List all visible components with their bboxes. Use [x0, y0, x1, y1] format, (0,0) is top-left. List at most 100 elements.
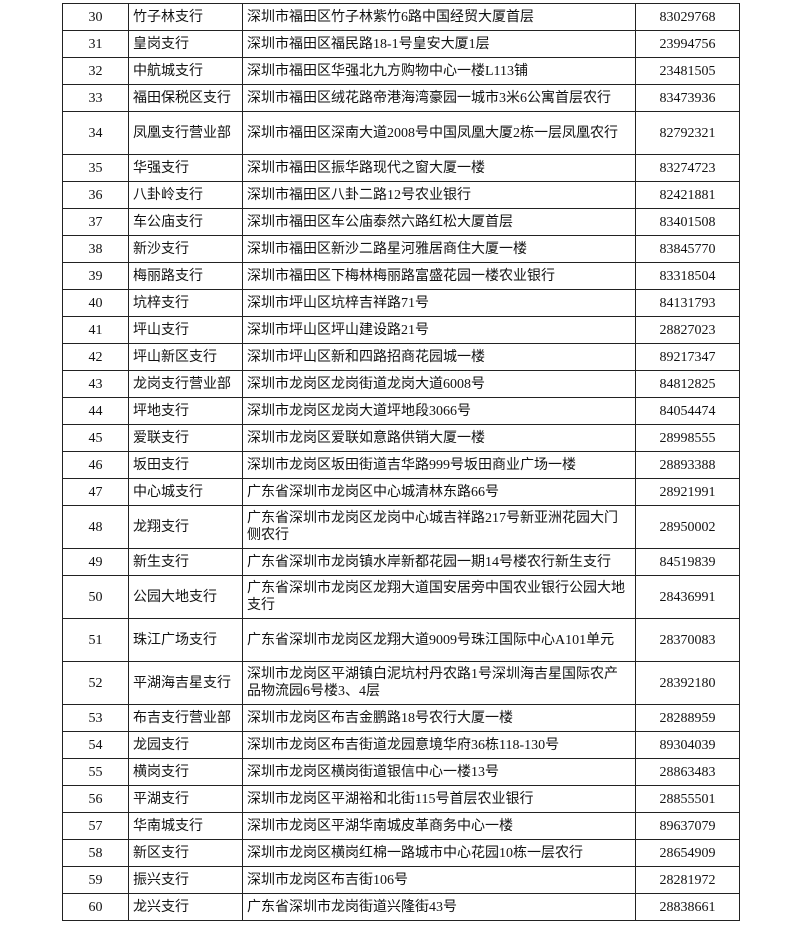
phone: 28288959 [635, 704, 740, 732]
address: 深圳市龙岗区横岗街道银信中心一楼13号 [242, 758, 636, 786]
branch-name: 坪山支行 [128, 316, 243, 344]
address: 深圳市龙岗区龙岗街道龙岗大道6008号 [242, 370, 636, 398]
phone: 28855501 [635, 785, 740, 813]
phone: 83318504 [635, 262, 740, 290]
row-number: 41 [62, 316, 129, 344]
row-number: 32 [62, 57, 129, 85]
address: 深圳市龙岗区平湖华南城皮革商务中心一楼 [242, 812, 636, 840]
row-number: 34 [62, 111, 129, 155]
address: 广东省深圳市龙岗区中心城清林东路66号 [242, 478, 636, 506]
branch-name: 坪山新区支行 [128, 343, 243, 371]
row-number: 51 [62, 618, 129, 662]
table-wrap: 30 竹子林支行 深圳市福田区竹子林紫竹6路中国经贸大厦首层 83029768 31 皇岗… [62, 3, 740, 921]
address: 深圳市龙岗区平湖镇白泥坑村丹农路1号深圳海吉星国际农产品物流园6号楼3、4层 [242, 661, 636, 705]
branch-name: 公园大地支行 [128, 575, 243, 619]
address: 深圳市福田区下梅林梅丽路富盛花园一楼农业银行 [242, 262, 636, 290]
branch-name: 新区支行 [128, 839, 243, 867]
branch-name: 华南城支行 [128, 812, 243, 840]
row-number: 50 [62, 575, 129, 619]
branch-name: 坑梓支行 [128, 289, 243, 317]
phone: 82792321 [635, 111, 740, 155]
branch-name: 龙翔支行 [128, 505, 243, 549]
row-number: 30 [62, 3, 129, 31]
branch-name: 平湖海吉星支行 [128, 661, 243, 705]
row-number: 38 [62, 235, 129, 263]
address: 深圳市福田区绒花路帝港海湾豪园一城市3米6公寓首层农行 [242, 84, 636, 112]
address: 深圳市龙岗区横岗红棉一路城市中心花园10栋一层农行 [242, 839, 636, 867]
row-number: 37 [62, 208, 129, 236]
row-number: 52 [62, 661, 129, 705]
table-row: 47 中心城支行 广东省深圳市龙岗区中心城清林东路66号 28921991 [62, 478, 740, 506]
branch-name: 新沙支行 [128, 235, 243, 263]
table-row: 34 凤凰支行营业部 深圳市福田区深南大道2008号中国凤凰大厦2栋一层凤凰农行 82… [62, 111, 740, 155]
branch-name: 新生支行 [128, 548, 243, 576]
row-number: 31 [62, 30, 129, 58]
row-number: 35 [62, 154, 129, 182]
branch-name: 爱联支行 [128, 424, 243, 452]
address: 深圳市福田区车公庙泰然六路红松大厦首层 [242, 208, 636, 236]
table-row: 58 新区支行 深圳市龙岗区横岗红棉一路城市中心花园10栋一层农行 28654909 [62, 839, 740, 867]
table-row: 30 竹子林支行 深圳市福田区竹子林紫竹6路中国经贸大厦首层 83029768 [62, 3, 740, 31]
row-number: 46 [62, 451, 129, 479]
phone: 89304039 [635, 731, 740, 759]
branch-name: 八卦岭支行 [128, 181, 243, 209]
table-row: 53 布吉支行营业部 深圳市龙岗区布吉金鹏路18号农行大厦一楼 28288959 [62, 704, 740, 732]
phone: 89217347 [635, 343, 740, 371]
phone: 83845770 [635, 235, 740, 263]
branch-name: 车公庙支行 [128, 208, 243, 236]
phone: 84519839 [635, 548, 740, 576]
table-row: 32 中航城支行 深圳市福田区华强北九方购物中心一楼L113铺 23481505 [62, 57, 740, 85]
branch-name: 布吉支行营业部 [128, 704, 243, 732]
table-row: 39 梅丽路支行 深圳市福田区下梅林梅丽路富盛花园一楼农业银行 83318504 [62, 262, 740, 290]
table-row: 37 车公庙支行 深圳市福田区车公庙泰然六路红松大厦首层 83401508 [62, 208, 740, 236]
branch-name: 福田保税区支行 [128, 84, 243, 112]
branch-name: 皇岗支行 [128, 30, 243, 58]
table-row: 40 坑梓支行 深圳市坪山区坑梓吉祥路71号 84131793 [62, 289, 740, 317]
phone: 89637079 [635, 812, 740, 840]
row-number: 48 [62, 505, 129, 549]
branch-name: 中心城支行 [128, 478, 243, 506]
table-row: 59 振兴支行 深圳市龙岗区布吉街106号 28281972 [62, 866, 740, 894]
branch-name: 平湖支行 [128, 785, 243, 813]
table-row: 50 公园大地支行 广东省深圳市龙岗区龙翔大道国安居旁中国农业银行公园大地支行 284… [62, 575, 740, 619]
address: 深圳市福田区新沙二路星河雅居商住大厦一楼 [242, 235, 636, 263]
table-row: 38 新沙支行 深圳市福田区新沙二路星河雅居商住大厦一楼 83845770 [62, 235, 740, 263]
table-row: 41 坪山支行 深圳市坪山区坪山建设路21号 28827023 [62, 316, 740, 344]
table-row: 44 坪地支行 深圳市龙岗区龙岗大道坪地段3066号 84054474 [62, 397, 740, 425]
phone: 84812825 [635, 370, 740, 398]
table-row: 31 皇岗支行 深圳市福田区福民路18-1号皇安大厦1层 23994756 [62, 30, 740, 58]
address: 深圳市龙岗区布吉街道龙园意境华府36栋118-130号 [242, 731, 636, 759]
branch-name: 龙岗支行营业部 [128, 370, 243, 398]
branch-name: 凤凰支行营业部 [128, 111, 243, 155]
table-row: 42 坪山新区支行 深圳市坪山区新和四路招商花园城一楼 89217347 [62, 343, 740, 371]
branch-table: 30 竹子林支行 深圳市福田区竹子林紫竹6路中国经贸大厦首层 83029768 31 皇岗… [62, 3, 740, 921]
table-row: 35 华强支行 深圳市福田区振华路现代之窗大厦一楼 83274723 [62, 154, 740, 182]
table-row: 55 横岗支行 深圳市龙岗区横岗街道银信中心一楼13号 28863483 [62, 758, 740, 786]
row-number: 42 [62, 343, 129, 371]
address: 深圳市坪山区坪山建设路21号 [242, 316, 636, 344]
branch-name: 珠江广场支行 [128, 618, 243, 662]
branch-name: 龙兴支行 [128, 893, 243, 921]
row-number: 43 [62, 370, 129, 398]
phone: 28950002 [635, 505, 740, 549]
row-number: 58 [62, 839, 129, 867]
row-number: 56 [62, 785, 129, 813]
table-row: 51 珠江广场支行 广东省深圳市龙岗区龙翔大道9009号珠江国际中心A101单元 28… [62, 618, 740, 662]
branch-name: 横岗支行 [128, 758, 243, 786]
table-row: 45 爱联支行 深圳市龙岗区爱联如意路供销大厦一楼 28998555 [62, 424, 740, 452]
address: 深圳市福田区振华路现代之窗大厦一楼 [242, 154, 636, 182]
address: 深圳市龙岗区坂田街道吉华路999号坂田商业广场一楼 [242, 451, 636, 479]
phone: 82421881 [635, 181, 740, 209]
address: 深圳市福田区深南大道2008号中国凤凰大厦2栋一层凤凰农行 [242, 111, 636, 155]
row-number: 44 [62, 397, 129, 425]
row-number: 54 [62, 731, 129, 759]
phone: 28998555 [635, 424, 740, 452]
row-number: 59 [62, 866, 129, 894]
row-number: 40 [62, 289, 129, 317]
phone: 83473936 [635, 84, 740, 112]
address: 广东省深圳市龙岗区龙翔大道国安居旁中国农业银行公园大地支行 [242, 575, 636, 619]
phone: 84131793 [635, 289, 740, 317]
table-row: 48 龙翔支行 广东省深圳市龙岗区龙岗中心城吉祥路217号新亚洲花园大门侧农行 289… [62, 505, 740, 549]
row-number: 57 [62, 812, 129, 840]
